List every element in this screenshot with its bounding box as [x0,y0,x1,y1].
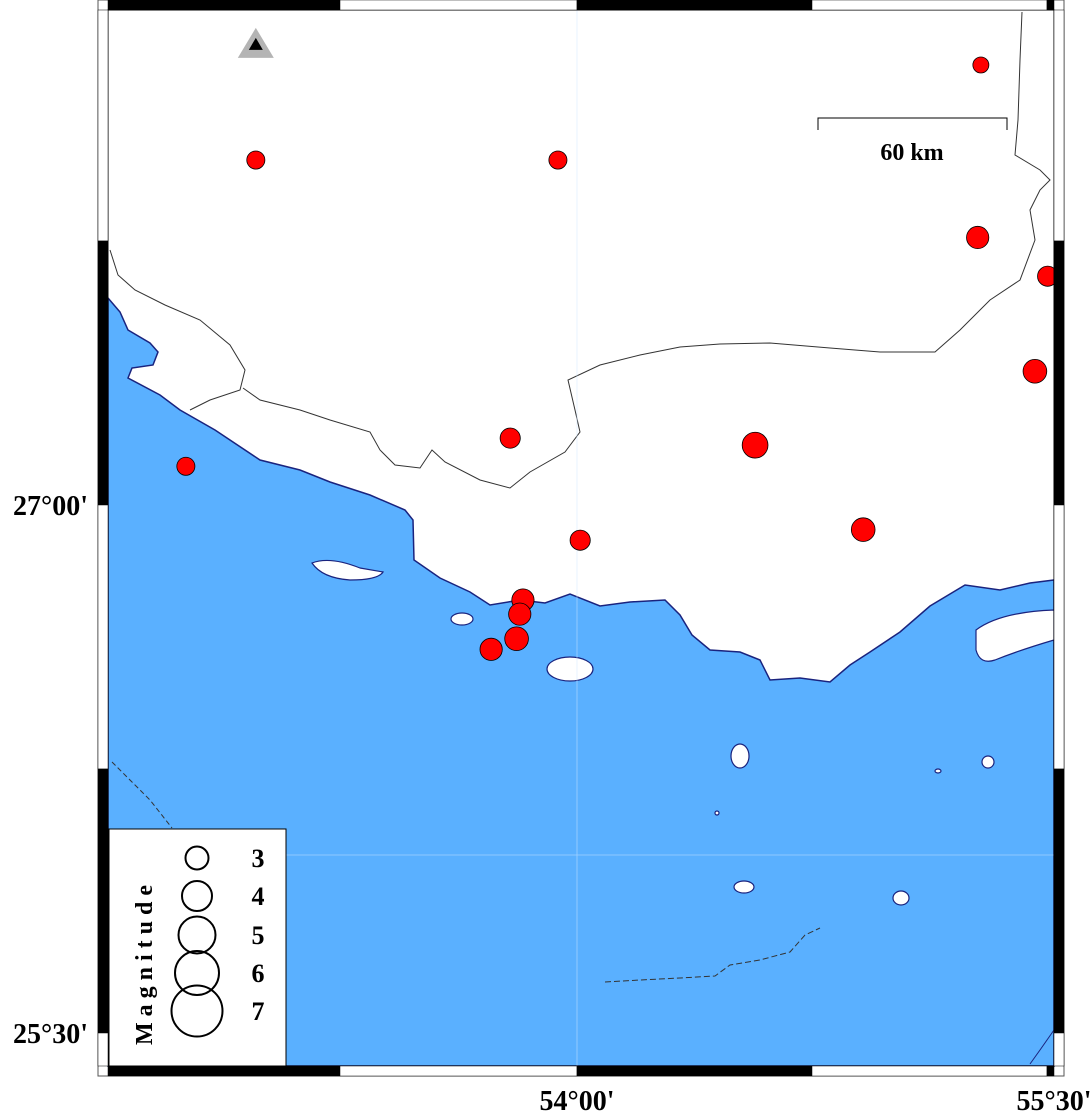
legend-label: 4 [252,882,265,911]
legend-label: 3 [252,844,265,873]
frame-segment [1053,9,1065,242]
frame-segment [1046,1065,1055,1077]
event-circle [569,529,591,551]
y-tick-label: 25°30' [13,1019,88,1050]
station-marker [237,27,274,58]
x-tick-label: 55°30' [1017,1086,1091,1114]
legend-circle [181,880,213,912]
frame-segment [107,0,341,11]
map-frame [97,0,1065,1077]
scale-bar: 60 km [817,117,1008,166]
frame-segment [1053,504,1065,770]
event-circle [1022,358,1048,384]
frame-segment [811,1065,1048,1077]
sea-area [107,295,1055,1067]
legend: Magnitude 3 4 5 6 7 [108,828,287,1067]
event-circle [850,517,876,542]
event-circle [972,56,990,74]
event-circle [499,427,521,449]
islands [311,559,1055,906]
frame-segment [97,9,109,242]
x-tick-label: 54°00' [540,1086,615,1114]
frame-segment [97,240,109,506]
event-circle [479,637,503,661]
frame-segment [1053,768,1065,1034]
frame-segment [811,0,1048,11]
legend-label: 6 [252,959,265,988]
legend-label: 5 [252,921,265,950]
legend-circle [170,984,224,1038]
legend-circle [177,915,217,955]
legend-title: Magnitude [132,879,158,1045]
frame-segment [97,768,109,1034]
frame-segment [97,504,109,770]
event-circle [508,602,532,626]
borders [109,11,1055,1065]
frame-segment [576,1065,813,1077]
event-circle [548,150,568,170]
axis-tick-labels: 54°00' 55°30' 27°00' 25°30' [13,491,1091,1114]
frame-segment [339,0,578,11]
y-tick-label: 27°00' [13,491,88,522]
station-inner-icon [248,37,263,50]
frame-segment [576,0,813,11]
event-circle [504,626,529,652]
frame-segment [339,1065,578,1077]
frame-segment [97,1032,109,1067]
legend-circle [184,845,210,871]
frame-segment [107,1065,341,1077]
event-circle [176,456,196,476]
scale-bar-label: 60 km [880,140,943,166]
frame-segment [1053,240,1065,506]
event-circle [966,225,990,250]
legend-label: 7 [252,997,265,1026]
event-circle [741,431,769,459]
frame-segment [1046,0,1055,11]
earthquake-events [176,56,1059,661]
event-circle [246,150,266,170]
frame-segment [1053,1032,1065,1067]
legend-circle [174,950,220,996]
